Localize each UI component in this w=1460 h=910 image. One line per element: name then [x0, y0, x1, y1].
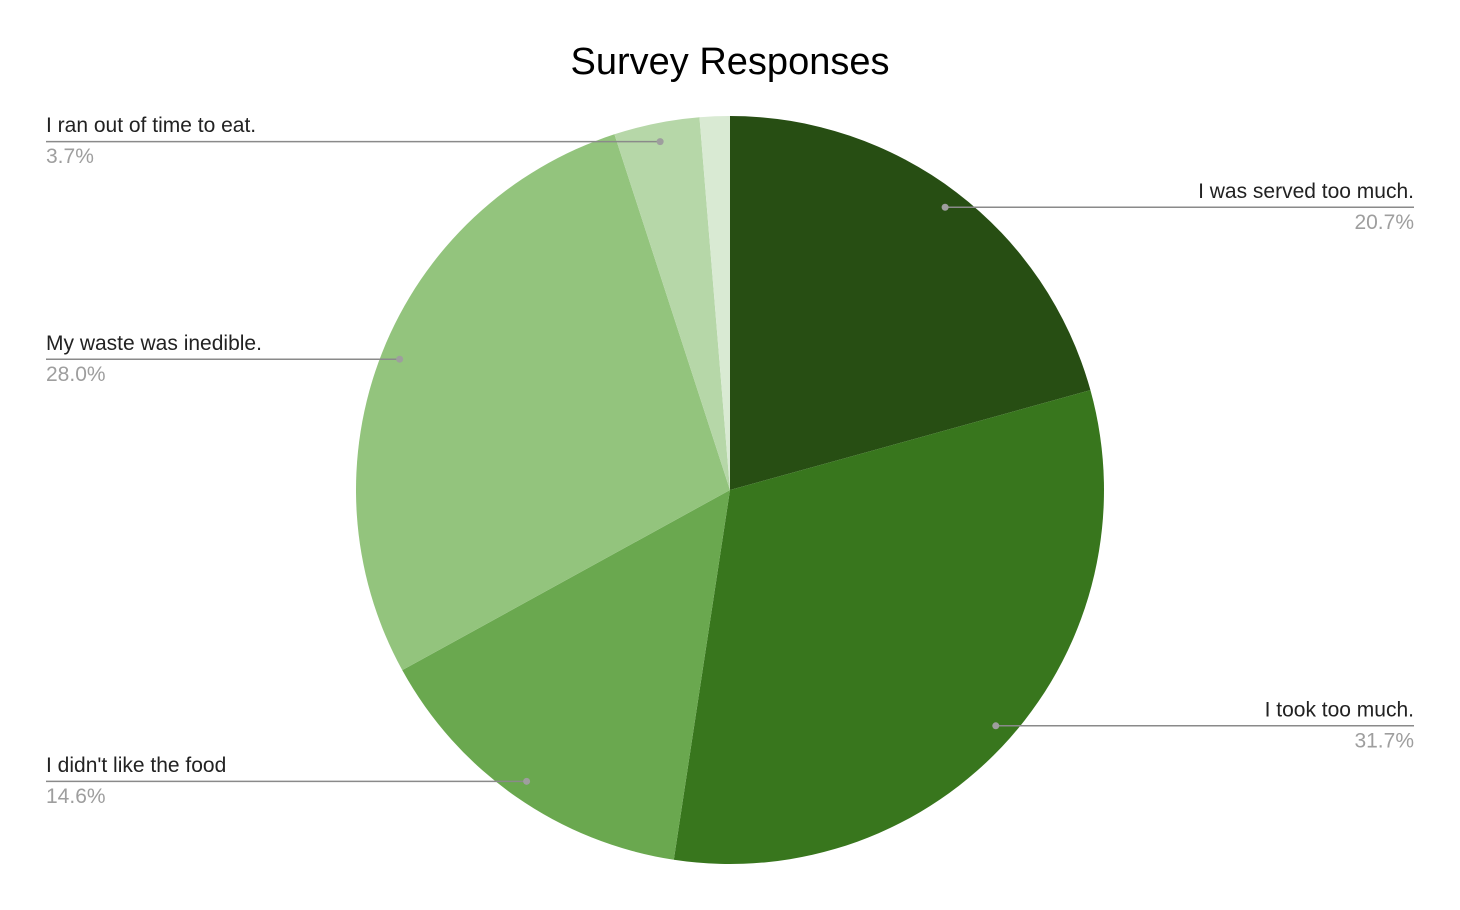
pie-slice: [614, 117, 730, 490]
slice-value-label: 31.7%: [1354, 729, 1414, 752]
slice-label: I ran out of time to eat.: [46, 114, 256, 137]
slice-value-label: 28.0%: [46, 363, 106, 386]
leader-dot: [523, 777, 531, 785]
slice-label: I took too much.: [1265, 698, 1414, 721]
slice-label: I didn't like the food: [46, 754, 226, 777]
pie-slice: [730, 116, 1091, 490]
pie-slice: [673, 390, 1104, 864]
slice-label: I was served too much.: [1198, 180, 1414, 203]
slice-value-label: 3.7%: [46, 145, 94, 168]
slice-value-label: 14.6%: [46, 785, 106, 808]
pie-slice: [402, 490, 730, 860]
slice-value-label: 20.7%: [1354, 211, 1414, 234]
leader-dot: [941, 203, 949, 211]
slice-label: My waste was inedible.: [46, 332, 262, 355]
leader-dot: [992, 722, 1000, 730]
pie-slice: [699, 116, 730, 490]
pie-slice: [356, 134, 730, 671]
leader-dot: [396, 355, 404, 363]
leader-dot: [656, 138, 664, 146]
chart-title: Survey Responses: [571, 41, 890, 83]
